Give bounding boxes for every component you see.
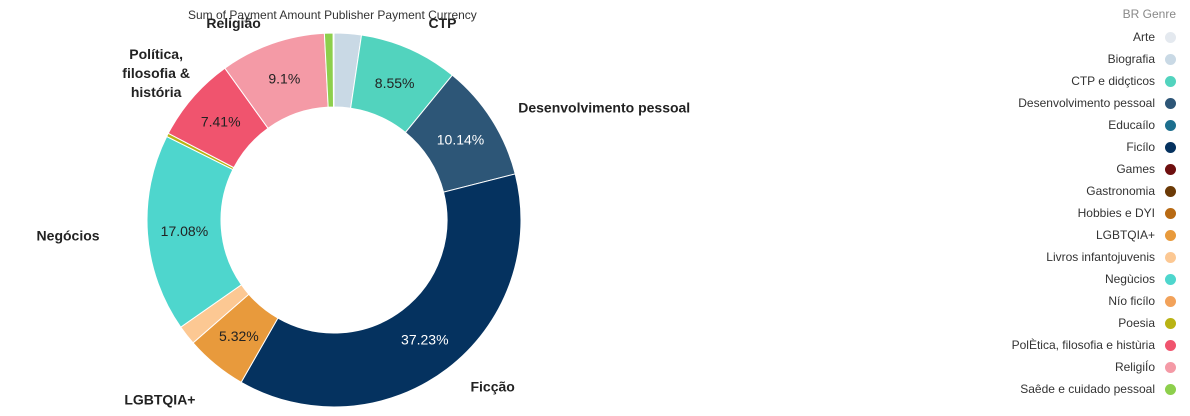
legend-swatch — [1165, 141, 1176, 153]
legend-item-pole-tica-filosofia-e-histu-ria[interactable]: PolÈtica, filosofia e histùria — [916, 334, 1176, 356]
legend-label: ReligiÍo — [1114, 360, 1155, 374]
legend-swatch — [1165, 31, 1176, 43]
legend-label: Arte — [1132, 30, 1155, 44]
category-label-fici-lo: Ficção — [470, 378, 514, 394]
legend-item-religii-o[interactable]: ReligiÍo — [916, 356, 1176, 378]
legend-item-desenvolvimento-pessoal[interactable]: Desenvolvimento pessoal — [916, 92, 1176, 114]
legend: BR Genre Arte Biografia CTP e didçticos Des… — [916, 6, 1176, 400]
legend-item-sae-de-e-cuidado-pessoal[interactable]: Saêde e cuidado pessoal — [916, 378, 1176, 400]
legend-label: Poesia — [1118, 316, 1155, 330]
legend-item-hobbies-e-dyi[interactable]: Hobbies e DYI — [916, 202, 1176, 224]
legend-swatch — [1165, 383, 1176, 395]
legend-label: Desenvolvimento pessoal — [1018, 96, 1155, 110]
legend-item-poesia[interactable]: Poesia — [916, 312, 1176, 334]
slice-outros[interactable] — [332, 32, 335, 108]
percent-label-pole-tica-filosofia-e-histu-ria: 7.41% — [201, 114, 241, 130]
legend-item-ctp-e-didc-ticos[interactable]: CTP e didçticos — [916, 70, 1176, 92]
legend-label: Gastronomia — [1086, 184, 1155, 198]
legend-item-fici-lo[interactable]: Ficílo — [916, 136, 1176, 158]
legend-label: Biografia — [1107, 52, 1155, 66]
legend-swatch — [1165, 317, 1176, 329]
legend-item-arte[interactable]: Arte — [916, 26, 1176, 48]
legend-swatch — [1165, 295, 1176, 307]
legend-label: Games — [1116, 162, 1155, 176]
category-label-desenvolvimento-pessoal: Desenvolvimento pessoal — [518, 100, 690, 116]
category-label-negu-cios: Negócios — [37, 227, 100, 243]
legend-label: LGBTQIA+ — [1095, 228, 1155, 242]
slice-fici-lo[interactable] — [240, 173, 522, 408]
legend-item-negu-cios[interactable]: Negùcios — [916, 268, 1176, 290]
legend-swatch — [1165, 97, 1176, 109]
percent-label-fici-lo: 37.23% — [401, 331, 448, 347]
legend-swatch — [1165, 339, 1176, 351]
percent-label-negu-cios: 17.08% — [161, 223, 208, 239]
legend-label: Nío ficílo — [1108, 294, 1155, 308]
legend-swatch — [1165, 163, 1176, 175]
legend-swatch — [1165, 229, 1176, 241]
legend-swatch — [1165, 273, 1176, 285]
legend-swatch — [1165, 119, 1176, 131]
percent-label-religii-o: 9.1% — [268, 70, 300, 86]
legend-item-educai-lo[interactable]: Educaílo — [916, 114, 1176, 136]
legend-label: Livros infantojuvenis — [1046, 250, 1155, 264]
legend-label: Hobbies e DYI — [1077, 206, 1155, 220]
legend-swatch — [1165, 251, 1176, 263]
percent-label-desenvolvimento-pessoal: 10.14% — [437, 131, 484, 147]
legend-label: PolÈtica, filosofia e histùria — [1011, 338, 1155, 352]
legend-swatch — [1165, 361, 1176, 373]
legend-swatch — [1165, 207, 1176, 219]
legend-item-games[interactable]: Games — [916, 158, 1176, 180]
legend-swatch — [1165, 75, 1176, 87]
donut-chart: 8.55% CTP 10.14% Desenvolvimento pessoal 37.… — [37, 15, 691, 408]
legend-item-ni-o-fici-lo[interactable]: Nío ficílo — [916, 290, 1176, 312]
legend-swatch — [1165, 53, 1176, 65]
chart-title: Sum of Payment Amount Publisher Payment … — [188, 8, 477, 22]
legend-item-lgbtqia[interactable]: LGBTQIA+ — [916, 224, 1176, 246]
legend-label: Negùcios — [1104, 272, 1155, 286]
legend-item-gastronomia[interactable]: Gastronomia — [916, 180, 1176, 202]
legend-item-livros-infantojuvenis[interactable]: Livros infantojuvenis — [916, 246, 1176, 268]
legend-label: Educaílo — [1108, 118, 1155, 132]
legend-title: BR Genre — [1122, 7, 1176, 21]
legend-item-biografia[interactable]: Biografia — [916, 48, 1176, 70]
legend-label: CTP e didçticos — [1071, 74, 1155, 88]
category-label-ctp-e-didc-ticos: CTP — [429, 15, 457, 31]
category-label-pole-tica-filosofia-e-histu-ria: Política, filosofia & história — [122, 46, 190, 100]
percent-label-lgbtqia: 5.32% — [219, 328, 259, 344]
legend-label: Ficílo — [1126, 140, 1155, 154]
category-label-religii-o: Religião — [206, 15, 260, 31]
category-label-lgbtqia: LGBTQIA+ — [124, 392, 195, 408]
legend-swatch — [1165, 185, 1176, 197]
percent-label-ctp-e-didc-ticos: 8.55% — [375, 75, 415, 91]
legend-label: Saêde e cuidado pessoal — [1020, 382, 1155, 396]
